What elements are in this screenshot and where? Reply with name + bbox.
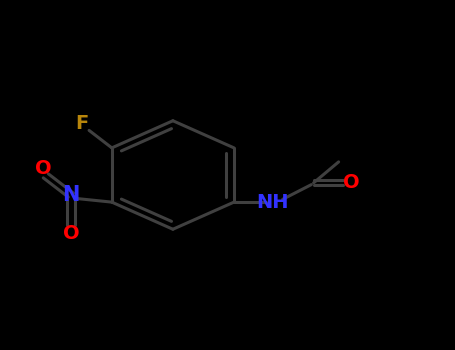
Text: O: O (62, 224, 79, 243)
Text: NH: NH (257, 193, 289, 212)
Text: N: N (62, 185, 80, 205)
Text: F: F (76, 114, 89, 133)
Text: O: O (343, 173, 360, 193)
Text: O: O (35, 159, 52, 178)
